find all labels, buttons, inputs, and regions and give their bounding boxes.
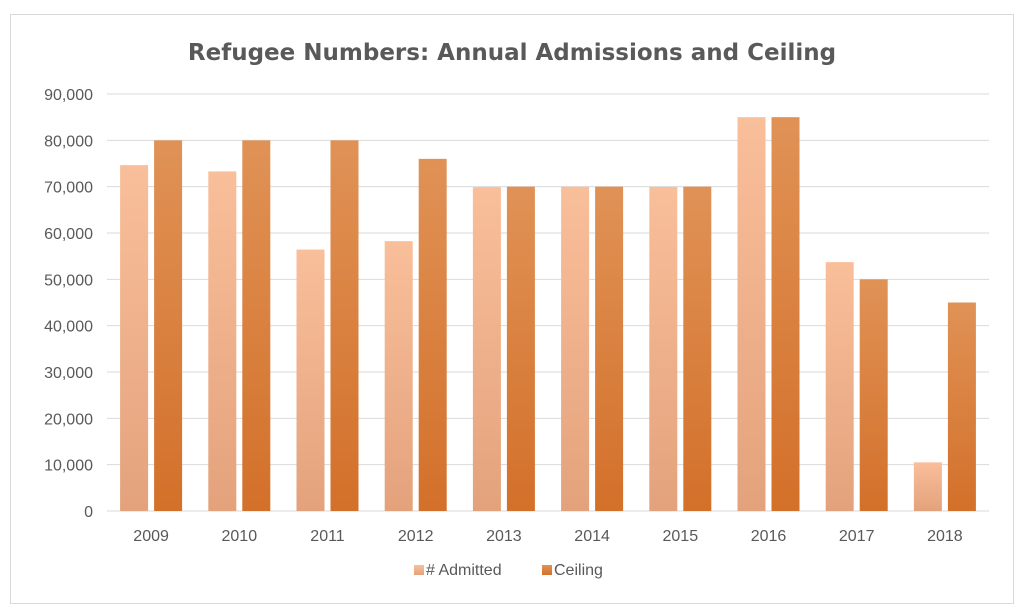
bar-ceiling (683, 186, 712, 511)
y-tick-label: 60,000 (44, 226, 93, 243)
x-tick-label: 2012 (398, 528, 434, 545)
bar-admitted (296, 249, 325, 512)
x-tick-label: 2009 (133, 528, 169, 545)
chart-svg: Refugee Numbers: Annual Admissions and C… (44, 40, 989, 579)
x-tick-label: 2010 (222, 528, 258, 545)
bar-admitted (561, 186, 590, 511)
bar-admitted (120, 165, 149, 511)
chart-title: Refugee Numbers: Annual Admissions and C… (188, 40, 836, 66)
y-tick-label: 30,000 (44, 365, 93, 382)
bar-ceiling (506, 186, 535, 511)
bar-admitted (913, 462, 942, 511)
x-tick-label: 2011 (310, 528, 345, 545)
y-tick-label: 20,000 (44, 411, 93, 428)
bar-ceiling (771, 117, 800, 512)
legend-swatch (414, 565, 424, 575)
x-axis-tick-labels: 2009 2010 2011 2012 2013 2014 2015 2016 2017 2018 (133, 528, 962, 545)
bar-ceiling (418, 158, 447, 511)
bar-admitted (649, 186, 678, 511)
x-tick-label: 2018 (927, 528, 963, 545)
y-tick-label: 50,000 (44, 272, 93, 289)
bars (120, 117, 976, 512)
bar-admitted (208, 171, 237, 511)
y-tick-label: 90,000 (44, 87, 93, 104)
x-tick-label: 2013 (486, 528, 522, 545)
legend-swatch (542, 565, 552, 575)
bar-ceiling (947, 302, 976, 511)
gridlines (107, 93, 989, 512)
bar-admitted (825, 262, 854, 511)
bar-ceiling (154, 140, 183, 511)
bar-ceiling (242, 140, 271, 511)
y-axis-tick-labels: 0 10,000 20,000 30,000 40,000 50,000 60,000 70,… (44, 87, 93, 521)
bar-ceiling (859, 279, 888, 511)
y-tick-label: 10,000 (44, 458, 93, 475)
y-tick-label: 0 (84, 504, 93, 521)
y-tick-label: 40,000 (44, 319, 93, 336)
x-tick-label: 2017 (839, 528, 875, 545)
legend-label: Ceiling (554, 562, 603, 579)
bar-ceiling (330, 140, 359, 511)
x-tick-label: 2015 (663, 528, 699, 545)
bar-ceiling (595, 186, 624, 511)
x-tick-label: 2014 (574, 528, 610, 545)
bar-admitted (472, 187, 501, 511)
bar-admitted (737, 117, 766, 512)
bar-admitted (384, 241, 413, 511)
y-tick-label: 70,000 (44, 180, 93, 197)
y-tick-label: 80,000 (44, 133, 93, 150)
legend: # Admitted Ceiling (414, 562, 603, 579)
chart-frame: Refugee Numbers: Annual Admissions and C… (10, 14, 1014, 604)
x-tick-label: 2016 (751, 528, 787, 545)
legend-label: # Admitted (426, 562, 502, 579)
